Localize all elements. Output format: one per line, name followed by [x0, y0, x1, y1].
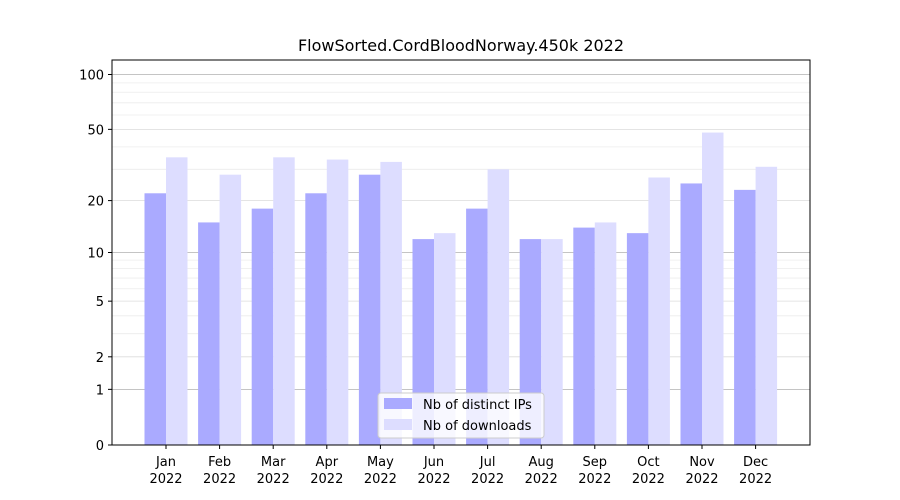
y-tick-label: 1 [96, 383, 104, 398]
x-tick-label-month: Aug [529, 455, 554, 470]
legend-label: Nb of downloads [423, 419, 532, 434]
x-tick-label-year: 2022 [632, 472, 665, 487]
y-tick-label: 50 [87, 123, 104, 138]
x-tick-label-month: Apr [316, 455, 339, 470]
x-tick-label-year: 2022 [471, 472, 504, 487]
x-tick-label-year: 2022 [685, 472, 718, 487]
y-tick-label: 2 [96, 351, 104, 366]
x-tick-label-year: 2022 [149, 472, 182, 487]
bar-distinct-ips [198, 222, 220, 445]
y-tick-label: 100 [79, 69, 104, 84]
bar-distinct-ips [626, 233, 649, 445]
legend-label: Nb of distinct IPs [423, 398, 532, 413]
x-tick-label-year: 2022 [578, 472, 611, 487]
legend-swatch [384, 419, 412, 430]
bar-distinct-ips [305, 193, 327, 445]
x-tick-label-month: Dec [743, 455, 768, 470]
x-tick-label-year: 2022 [310, 472, 343, 487]
legend: Nb of distinct IPs Nb of downloads [377, 392, 545, 439]
bar-distinct-ips [358, 174, 381, 446]
bar-distinct-ips [144, 193, 166, 445]
x-tick-label-month: May [367, 455, 394, 470]
bar-downloads [326, 159, 349, 445]
x-tick-label-month: Jun [423, 455, 444, 470]
bars [144, 132, 778, 446]
bar-downloads [166, 157, 188, 445]
bar-distinct-ips [734, 189, 756, 445]
x-tick-label-month: Nov [689, 455, 715, 470]
bar-downloads [648, 177, 670, 445]
bar-distinct-ips [251, 208, 274, 445]
x-tick-label-month: Sep [583, 455, 608, 470]
chart-title: FlowSorted.CordBloodNorway.450k 2022 [298, 36, 624, 55]
y-tick-label: 0 [96, 439, 104, 454]
y-tick-label: 20 [87, 195, 104, 210]
legend-swatch [384, 398, 412, 409]
bar-downloads [594, 222, 617, 445]
x-tick-label-month: Feb [208, 455, 231, 470]
legend-box [377, 392, 545, 439]
y-tick-label: 10 [87, 247, 104, 262]
bar-downloads [434, 233, 456, 445]
bar-downloads [702, 132, 724, 446]
x-tick-label-month: Jan [155, 455, 176, 470]
x-tick-label-year: 2022 [257, 472, 290, 487]
bar-downloads [219, 174, 242, 446]
x-tick-label-year: 2022 [203, 472, 236, 487]
x-tick-label-month: Mar [261, 455, 286, 470]
bar-downloads [273, 157, 295, 445]
bar-downloads [541, 239, 563, 445]
bar-downloads [487, 169, 510, 445]
y-tick-label: 5 [96, 295, 104, 310]
bar-downloads [380, 161, 402, 445]
bar-distinct-ips [680, 183, 702, 445]
x-tick-label-month: Jul [479, 455, 496, 470]
y-axis: 0 1 2 5 10 20 50 100 [79, 69, 112, 454]
bar-distinct-ips [573, 227, 595, 445]
x-tick-label-year: 2022 [739, 472, 772, 487]
bar-distinct-ips [466, 208, 488, 445]
x-tick-label-year: 2022 [525, 472, 558, 487]
bar-downloads [755, 166, 778, 446]
x-tick-label-year: 2022 [417, 472, 450, 487]
x-tick-label-month: Oct [637, 455, 659, 470]
x-tick-label-year: 2022 [364, 472, 397, 487]
x-axis: Jan 2022 Feb 2022 Mar 2022 Apr 2022 May 2022 Jun 20… [149, 445, 772, 487]
